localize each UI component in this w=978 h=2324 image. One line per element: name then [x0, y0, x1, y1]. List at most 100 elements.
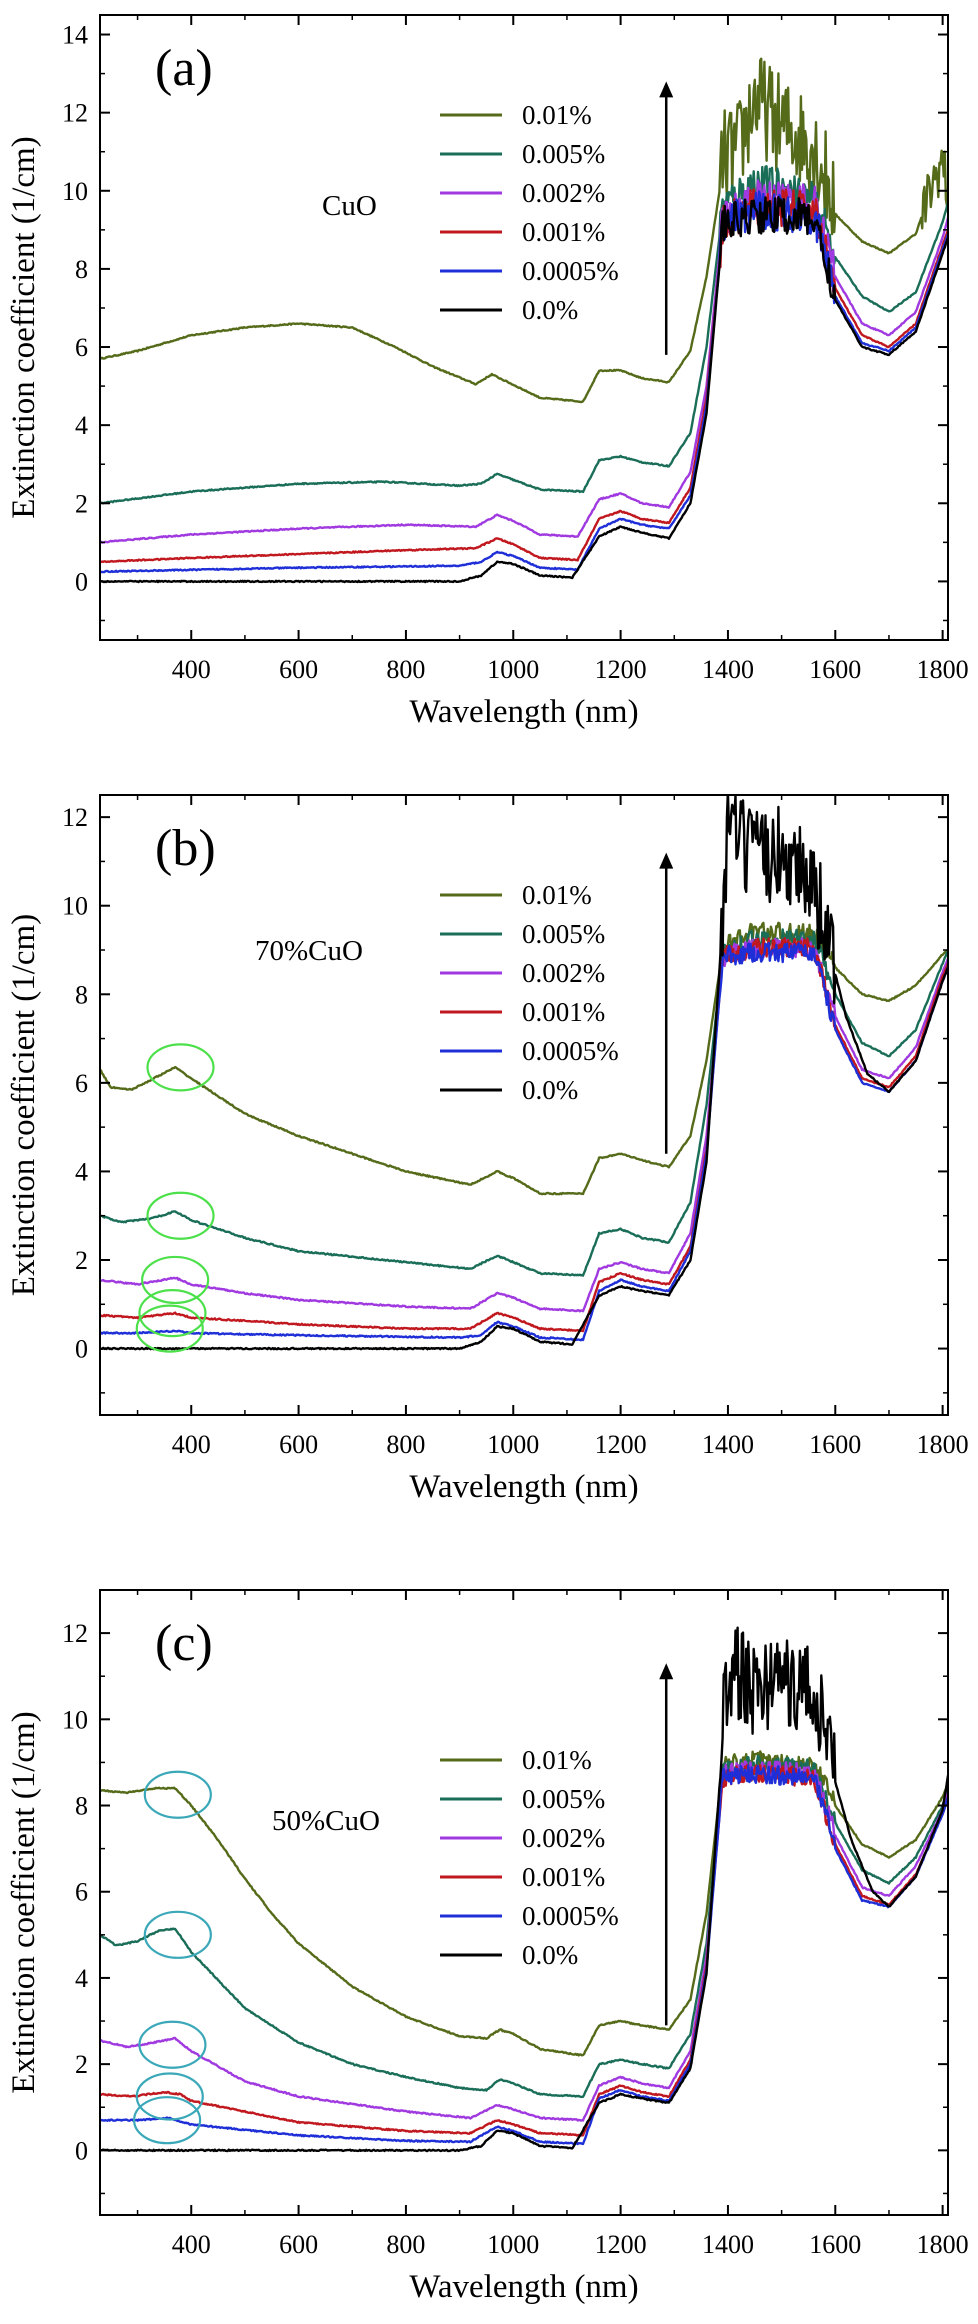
panel-label: (a) [155, 40, 213, 97]
sample-annotation: 50%CuO [272, 1805, 380, 1837]
legend-entry: 0.001% [522, 1862, 605, 1892]
series-line-0p0pct [100, 196, 948, 584]
highlight-circle [135, 2072, 204, 2121]
x-tick-label: 1200 [595, 2230, 647, 2259]
trend-arrow-head [659, 852, 674, 869]
legend-entry: 0.002% [522, 958, 605, 988]
x-axis-label: Wavelength (nm) [409, 1469, 638, 1505]
trend-arrow-head [659, 81, 674, 98]
legend-entry: 0.0005% [522, 1901, 619, 1931]
highlight-circle [146, 1191, 215, 1240]
y-axis-label: Extinction coefficient (1/cm) [6, 1711, 42, 2093]
series-line-0p002pct [100, 937, 948, 1313]
panel-label: (c) [155, 1615, 213, 1672]
x-tick-label: 1600 [809, 2230, 861, 2259]
sample-annotation: CuO [322, 190, 377, 222]
legend-entry: 0.005% [522, 139, 605, 169]
y-tick-label: 10 [62, 1705, 88, 1734]
y-axis-label: Extinction coefficient (1/cm) [6, 136, 42, 518]
y-tick-label: 10 [62, 177, 88, 206]
series-group [100, 57, 948, 584]
legend-entry: 0.01% [522, 100, 592, 130]
y-tick-label: 2 [75, 2050, 88, 2079]
highlight-circle [143, 1910, 212, 1959]
highlight-circle [132, 2096, 202, 2145]
legend-entry: 0.002% [522, 1823, 605, 1853]
highlight-circle [138, 2020, 207, 2069]
legend-entry: 0.0% [522, 1075, 578, 1105]
x-tick-label: 1000 [487, 1430, 539, 1459]
x-tick-label: 600 [279, 1430, 318, 1459]
y-tick-label: 8 [75, 1792, 88, 1821]
x-tick-label: 600 [279, 2230, 318, 2259]
chart-panel-3: 400 600 800 1000 1200 1400 1600 1800 0 2 4 6 8 10 12 Wa… [6, 1589, 969, 2305]
series-line-0p0005pct [100, 1764, 948, 2146]
plot-frame [99, 14, 949, 641]
trend-arrow-head [659, 1663, 674, 1680]
x-axis-label: Wavelength (nm) [409, 694, 638, 730]
y-tick-label: 10 [62, 892, 88, 921]
series-line-0p005pct [100, 1754, 948, 2099]
legend-entry: 0.001% [522, 217, 605, 247]
x-tick-label: 1400 [702, 1430, 754, 1459]
x-tick-label: 1800 [917, 655, 969, 684]
legend-entry: 0.005% [522, 919, 605, 949]
y-tick-label: 8 [75, 980, 88, 1009]
highlight-circle [135, 1304, 204, 1353]
x-tick-label: 1800 [917, 1430, 969, 1459]
x-tick-label: 1000 [487, 2230, 539, 2259]
y-tick-label: 0 [75, 1335, 88, 1364]
plot-frame [99, 794, 949, 1416]
y-tick-label: 6 [75, 333, 88, 362]
y-tick-label: 8 [75, 255, 88, 284]
x-tick-label: 400 [172, 655, 211, 684]
x-tick-label: 1400 [702, 655, 754, 684]
highlight-circle [146, 1043, 215, 1092]
plot-frame [99, 1589, 949, 2216]
series-line-0p0005pct [100, 941, 948, 1342]
series-line-0p01pct [100, 57, 948, 404]
series-line-0p0pct [100, 795, 948, 1351]
series-group [100, 795, 948, 1351]
x-tick-label: 1800 [917, 2230, 969, 2259]
y-tick-label: 12 [62, 1619, 88, 1648]
y-tick-label: 4 [75, 1964, 88, 1993]
x-tick-label: 1600 [809, 655, 861, 684]
panel-label: (b) [155, 820, 216, 877]
x-tick-label: 1400 [702, 2230, 754, 2259]
chart-panel-1: 400 600 800 1000 1200 1400 1600 1800 0 2 4 6 8 10 12 14… [6, 14, 969, 730]
highlight-circle [143, 1770, 212, 1819]
x-tick-label: 800 [386, 1430, 425, 1459]
series-group [100, 1626, 948, 2153]
y-tick-label: 2 [75, 1246, 88, 1275]
x-tick-label: 1600 [809, 1430, 861, 1459]
x-axis-label: Wavelength (nm) [409, 2269, 638, 2305]
legend-entry: 0.01% [522, 1745, 592, 1775]
series-line-0p01pct [100, 921, 948, 1196]
y-tick-label: 6 [75, 1069, 88, 1098]
x-tick-label: 600 [279, 655, 318, 684]
legend-entry: 0.001% [522, 997, 605, 1027]
y-tick-label: 6 [75, 1878, 88, 1907]
x-tick-label: 1200 [595, 655, 647, 684]
x-tick-label: 1200 [595, 1430, 647, 1459]
legend-entry: 0.0005% [522, 1036, 619, 1066]
y-tick-label: 2 [75, 489, 88, 518]
x-tick-label: 400 [172, 2230, 211, 2259]
y-tick-label: 0 [75, 2136, 88, 2165]
chart-panel-2: 400 600 800 1000 1200 1400 1600 1800 0 2 4 6 8 10 12 Wa… [6, 794, 969, 1505]
y-tick-label: 4 [75, 411, 88, 440]
x-tick-label: 400 [172, 1430, 211, 1459]
x-tick-label: 800 [386, 2230, 425, 2259]
x-tick-label: 800 [386, 655, 425, 684]
y-tick-label: 14 [62, 21, 88, 50]
legend-entry: 0.0% [522, 1940, 578, 1970]
legend-entry: 0.0% [522, 295, 578, 325]
y-tick-label: 4 [75, 1157, 88, 1186]
y-tick-label: 12 [62, 99, 88, 128]
legend-entry: 0.002% [522, 178, 605, 208]
x-tick-label: 1000 [487, 655, 539, 684]
legend-entry: 0.01% [522, 880, 592, 910]
y-axis-label: Extinction coefficient (1/cm) [6, 914, 42, 1296]
